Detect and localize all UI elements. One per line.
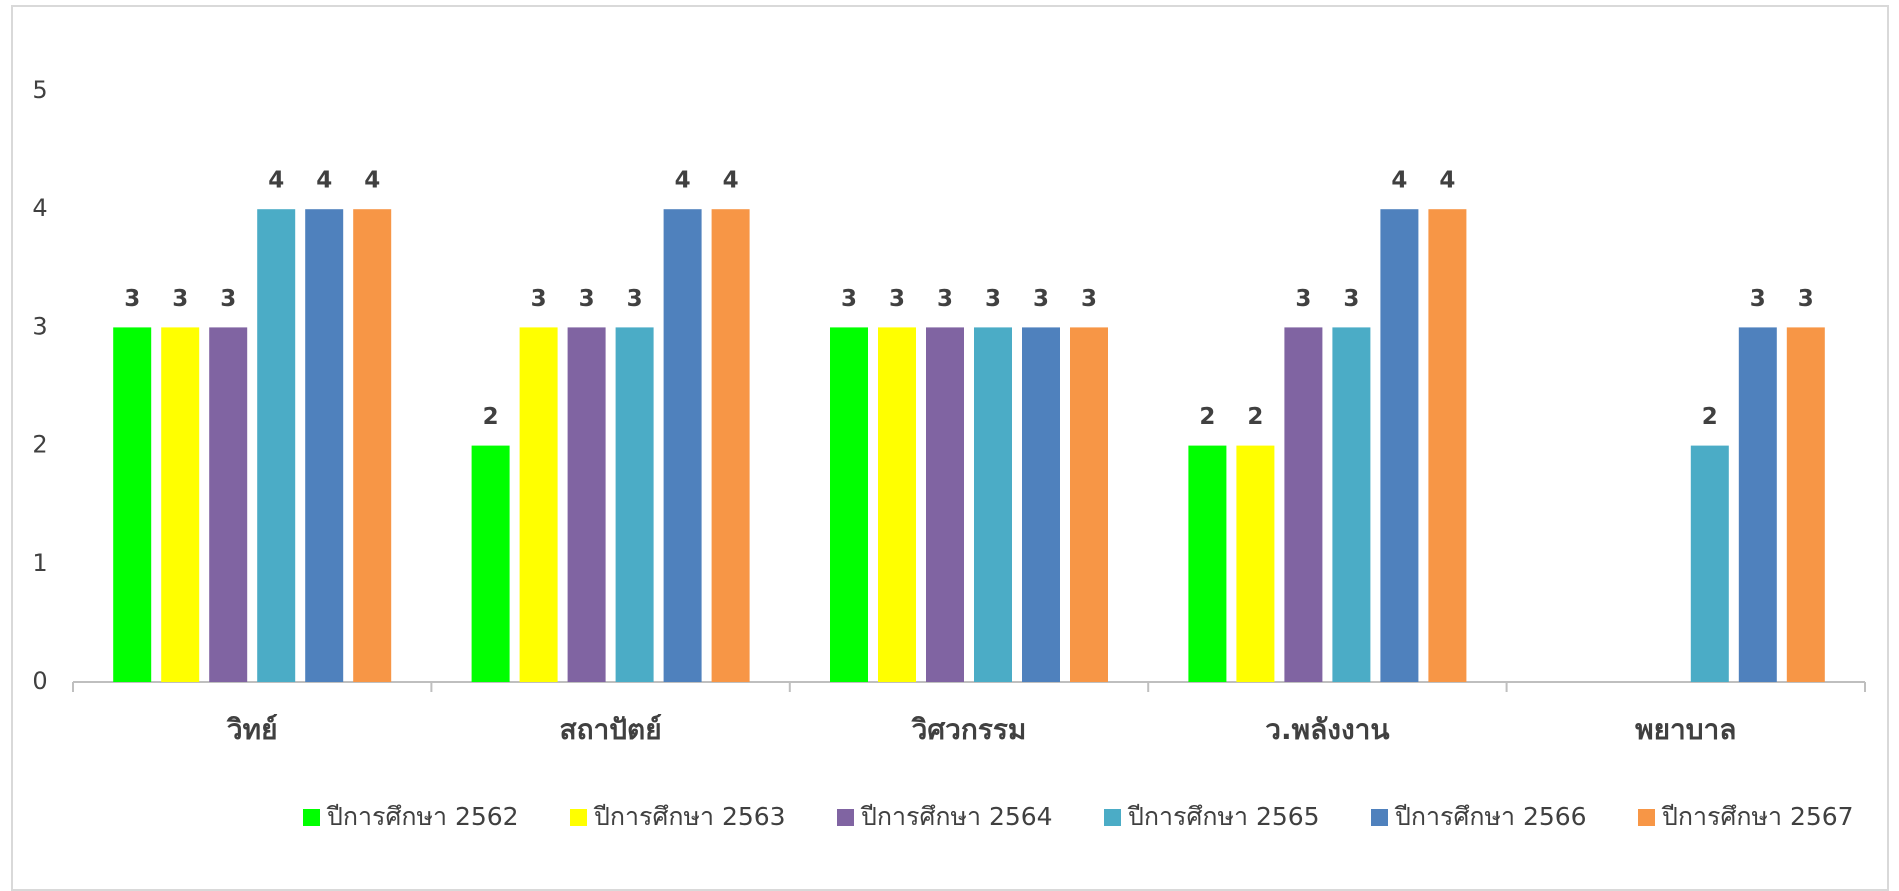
x-tick-label: วิศวกรรม [910, 713, 1026, 746]
bar [1380, 209, 1419, 682]
data-label: 3 [627, 286, 643, 312]
data-label: 2 [483, 404, 499, 430]
data-label: 2 [1199, 404, 1215, 430]
data-label: 3 [889, 286, 905, 312]
data-label: 4 [1391, 168, 1407, 194]
data-label: 3 [1295, 286, 1311, 312]
bar [711, 209, 750, 682]
y-tick-label: 5 [32, 76, 47, 104]
legend-label: ปีการศึกษา 2562 [326, 802, 518, 831]
bar [113, 327, 152, 682]
bar [161, 327, 200, 682]
bar [471, 445, 510, 682]
bar [615, 327, 654, 682]
bar [209, 327, 248, 682]
bar [1690, 445, 1729, 682]
data-label: 4 [1439, 168, 1455, 194]
data-label: 3 [1798, 286, 1814, 312]
bar [1428, 209, 1467, 682]
data-label: 4 [675, 168, 691, 194]
data-label: 3 [172, 286, 188, 312]
data-label: 3 [1081, 286, 1097, 312]
data-label: 4 [364, 168, 380, 194]
bar [567, 327, 606, 682]
bar [1284, 327, 1323, 682]
bar [1236, 445, 1275, 682]
x-tick-label: ว.พลังงาน [1265, 713, 1389, 746]
data-label: 3 [531, 286, 547, 312]
bar [1070, 327, 1108, 682]
bar [1022, 327, 1060, 682]
data-label: 4 [268, 168, 284, 194]
y-tick-label: 4 [32, 194, 47, 222]
legend-swatch [837, 809, 854, 826]
legend-label: ปีการศึกษา 2563 [593, 802, 785, 831]
bar [1188, 445, 1227, 682]
bar [257, 209, 296, 682]
legend-swatch [1371, 809, 1388, 826]
bar [1332, 327, 1371, 682]
x-tick-label: พยาบาล [1635, 713, 1736, 746]
data-label: 3 [937, 286, 953, 312]
y-tick-label: 0 [32, 667, 47, 695]
data-label: 4 [723, 168, 739, 194]
data-label: 4 [316, 168, 332, 194]
bar [830, 327, 868, 682]
y-tick-label: 2 [32, 431, 47, 459]
bar [663, 209, 702, 682]
legend-swatch [1104, 809, 1121, 826]
bar [878, 327, 916, 682]
data-label: 2 [1247, 404, 1263, 430]
bar [353, 209, 392, 682]
bar [926, 327, 964, 682]
legend-swatch [1638, 809, 1655, 826]
y-tick-label: 1 [32, 549, 47, 577]
data-label: 3 [841, 286, 857, 312]
data-label: 3 [985, 286, 1001, 312]
bar [1738, 327, 1777, 682]
x-tick-label: สถาปัตย์ [560, 713, 662, 746]
legend-label: ปีการศึกษา 2566 [1394, 802, 1586, 831]
data-label: 3 [579, 286, 595, 312]
bar [974, 327, 1012, 682]
legend-label: ปีการศึกษา 2564 [860, 802, 1052, 831]
data-label: 2 [1702, 404, 1718, 430]
bar [305, 209, 344, 682]
legend-swatch [570, 809, 587, 826]
y-tick-label: 3 [32, 312, 47, 340]
x-tick-label: วิทย์ [226, 713, 278, 746]
legend-label: ปีการศึกษา 2565 [1127, 802, 1319, 831]
data-label: 3 [1750, 286, 1766, 312]
bar [1786, 327, 1825, 682]
legend-label: ปีการศึกษา 2567 [1661, 802, 1853, 831]
bar [519, 327, 558, 682]
data-label: 3 [1343, 286, 1359, 312]
data-label: 3 [220, 286, 236, 312]
legend-swatch [303, 809, 320, 826]
data-label: 3 [1033, 286, 1049, 312]
data-label: 3 [124, 286, 140, 312]
